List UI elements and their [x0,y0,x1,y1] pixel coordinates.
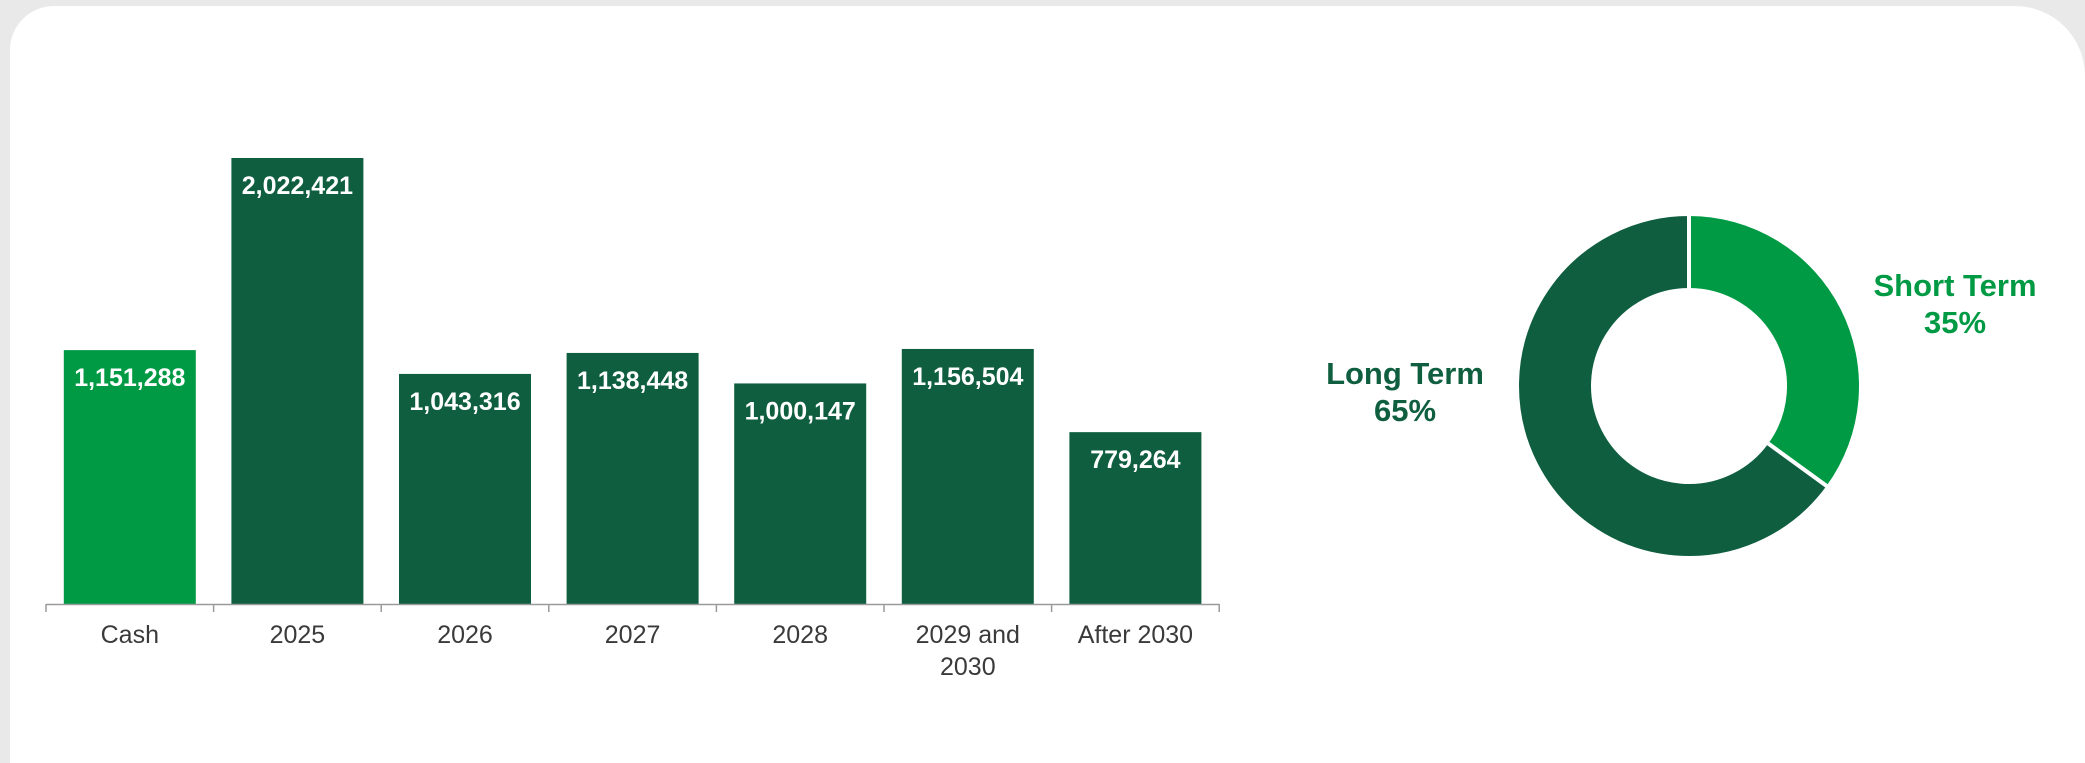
bar [566,352,699,604]
category-label: Cash [101,621,159,649]
category-label-line: 2030 [940,653,996,681]
bars-group [63,158,1202,604]
donut-slice-name: Short Term [1873,268,2036,303]
bar [231,158,364,604]
value-labels-group: 1,151,288 2,022,421 1,043,316 1,138,448 1,00… [74,172,1180,474]
bar [399,373,531,604]
donut-slice-percent: 65% [1374,393,1436,428]
bar-value-label: 1,156,504 [912,363,1023,391]
bar-value-label: 2,022,421 [242,172,353,200]
category-labels-group: Cash 2025 2026 2027 2028 2029 and 2030 After 20… [101,621,1193,681]
bar-value-label: 1,151,288 [74,364,185,392]
bar [734,383,867,604]
bar-value-label: 779,264 [1090,446,1180,474]
category-label: 2025 [270,621,326,649]
donut-slice-name: Long Term [1326,356,1484,391]
category-label: 2029 and 2030 [916,621,1020,681]
bar-value-label: 1,000,147 [745,397,856,425]
category-label: After 2030 [1078,621,1193,649]
category-label-line: 2029 and [916,621,1020,649]
bar [901,348,1034,604]
tick-marks-group [45,604,1220,612]
donut-slice [1687,211,1863,490]
bar-chart: 1,151,288 2,022,421 1,043,316 1,138,448 1,00… [45,158,1220,681]
donut-slices-group [1515,211,1863,560]
bar [1069,432,1202,604]
category-label: 2026 [437,621,493,649]
bar [63,350,196,604]
donut-slice-percent: 35% [1924,305,1986,340]
category-label: 2027 [605,621,661,649]
bar-value-label: 1,138,448 [577,367,688,395]
bar-value-label: 1,043,316 [409,388,520,416]
category-label: 2028 [772,621,828,649]
donut-slice [1515,211,1831,560]
